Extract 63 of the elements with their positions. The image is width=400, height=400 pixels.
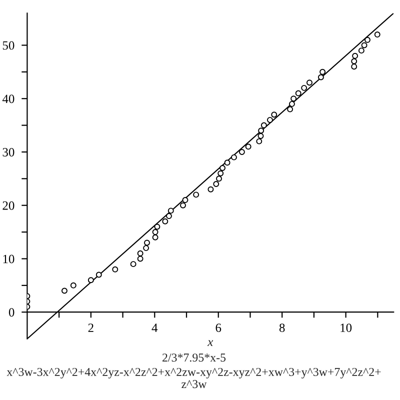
x-tick-label: 8 bbox=[279, 324, 285, 332]
point bbox=[351, 58, 358, 64]
point bbox=[162, 218, 168, 224]
y-tick-label: 40 bbox=[2, 94, 14, 104]
point bbox=[351, 64, 358, 70]
y-tick-label: 50 bbox=[2, 41, 14, 50]
point bbox=[320, 68, 326, 75]
point bbox=[260, 122, 267, 128]
point bbox=[266, 116, 273, 123]
point bbox=[182, 197, 188, 204]
x-tick-label: 4 bbox=[152, 324, 158, 332]
point bbox=[271, 112, 278, 118]
point bbox=[193, 192, 200, 198]
point bbox=[374, 32, 380, 38]
point bbox=[166, 213, 172, 220]
point bbox=[213, 181, 220, 187]
point bbox=[180, 202, 186, 208]
point bbox=[306, 80, 312, 86]
point bbox=[152, 229, 158, 236]
point bbox=[358, 48, 364, 54]
point bbox=[258, 132, 264, 139]
point bbox=[218, 170, 224, 176]
point bbox=[112, 266, 118, 272]
point bbox=[96, 272, 102, 278]
point bbox=[290, 96, 297, 102]
point bbox=[154, 224, 160, 230]
y-tick-label: 30 bbox=[2, 148, 14, 156]
point bbox=[238, 148, 245, 155]
point bbox=[230, 154, 237, 160]
point bbox=[143, 245, 150, 252]
x-tick-label: 2 bbox=[88, 324, 94, 332]
x-axis-title: x bbox=[207, 340, 214, 346]
point bbox=[168, 208, 174, 214]
x-tick-label: 6 bbox=[216, 324, 222, 332]
y-tick-label: 20 bbox=[2, 201, 14, 210]
point bbox=[216, 176, 222, 182]
point bbox=[137, 250, 144, 256]
point bbox=[256, 138, 262, 144]
point bbox=[137, 256, 144, 262]
point bbox=[288, 100, 295, 107]
point bbox=[245, 144, 252, 150]
point bbox=[301, 84, 308, 91]
point bbox=[130, 261, 136, 268]
point bbox=[258, 128, 264, 134]
point bbox=[88, 277, 94, 284]
point bbox=[152, 234, 158, 240]
point bbox=[361, 42, 368, 48]
point bbox=[364, 36, 370, 43]
y-tick-label: 10 bbox=[3, 254, 14, 264]
point bbox=[144, 240, 150, 246]
point bbox=[220, 165, 226, 171]
point bbox=[352, 52, 358, 59]
x-tick-label: 10 bbox=[340, 324, 352, 332]
text: 2/3*7.95*x-5 bbox=[162, 354, 226, 362]
point bbox=[318, 74, 324, 80]
point bbox=[287, 106, 294, 112]
point bbox=[70, 282, 76, 288]
text: x^3w-3x^2y^2+4x^2yz-x^2z^2+x^2zw-xy^2z-xyz^2+xw^3+y^3w+7y^2z^2+z^3w bbox=[6, 368, 381, 388]
point bbox=[61, 288, 68, 294]
point bbox=[295, 90, 302, 96]
point bbox=[224, 160, 230, 166]
point bbox=[208, 186, 214, 192]
y-tick-label: 0 bbox=[8, 308, 14, 317]
